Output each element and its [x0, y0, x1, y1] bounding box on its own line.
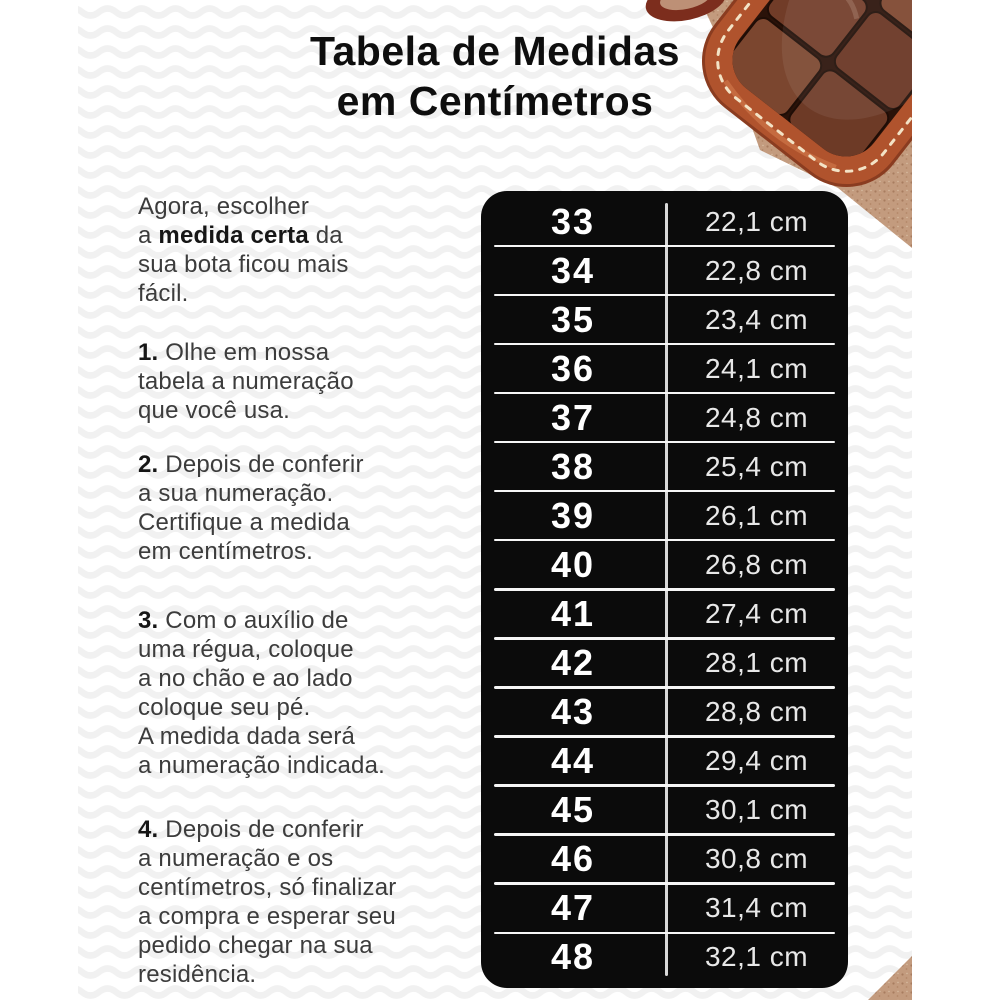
- table-row-43: 43 28,8 cm: [481, 688, 848, 738]
- cm-value: 22,1 cm: [704, 205, 809, 237]
- size-value: 47: [550, 887, 596, 929]
- size-table: 33 22,1 cm 34 22,8 cm 35 23,4 cm 36 24,1 cm …: [481, 191, 848, 988]
- size-value: 34: [550, 249, 596, 291]
- page-title-line1: Tabela de Medidas: [309, 28, 680, 74]
- step-3-text: Com o auxílio de uma régua, coloque a no…: [138, 607, 386, 779]
- table-row-47: 47 31,4 cm: [481, 884, 848, 935]
- table-row-40: 40 26,8 cm: [481, 540, 848, 591]
- step-3-paragraph: 3. Com o auxílio de uma régua, coloque a…: [138, 606, 468, 780]
- size-value: 42: [550, 642, 596, 684]
- size-value: 37: [550, 396, 596, 438]
- intro-text-bold: medida certa: [158, 222, 309, 249]
- cm-value: 22,8 cm: [704, 254, 809, 286]
- table-row-39: 39 26,1 cm: [481, 491, 848, 542]
- table-row-41: 41 27,4 cm: [481, 590, 848, 640]
- boot-heel-image: [645, 0, 727, 22]
- step-2-number: 2.: [138, 451, 159, 478]
- table-row-38: 38 25,4 cm: [481, 442, 848, 493]
- table-row-42: 42 28,1 cm: [481, 639, 848, 689]
- cm-value: 30,1 cm: [704, 794, 809, 826]
- size-value: 38: [550, 445, 596, 487]
- step-4-text: Depois de conferir a numeração e os cent…: [138, 816, 397, 988]
- intro-text-post: da sua bota ficou mais fácil.: [138, 222, 349, 307]
- step-2-paragraph: 2. Depois de conferir a sua numeração. C…: [138, 450, 468, 566]
- table-row-46: 46 30,8 cm: [481, 835, 848, 885]
- intro-text-pre: Agora, escolher a: [138, 193, 310, 249]
- step-3-number: 3.: [138, 607, 159, 634]
- step-1-paragraph: 1. Olhe em nossa tabela a numeração que …: [138, 338, 468, 425]
- cm-value: 28,8 cm: [704, 696, 809, 728]
- cm-value: 23,4 cm: [704, 303, 809, 335]
- size-value: 48: [550, 936, 596, 978]
- table-row-44: 44 29,4 cm: [481, 737, 848, 787]
- size-value: 44: [550, 740, 596, 782]
- table-row-33: 33 22,1 cm: [481, 197, 848, 248]
- leather-corner-image: [868, 956, 912, 1000]
- cm-value: 25,4 cm: [704, 450, 809, 482]
- size-value: 40: [550, 543, 596, 585]
- instructions-column: Agora, escolher a medida certa da sua bo…: [138, 192, 468, 989]
- size-value: 33: [550, 200, 596, 242]
- size-value: 35: [550, 298, 596, 340]
- cm-value: 28,1 cm: [704, 647, 809, 679]
- cm-value: 30,8 cm: [704, 843, 809, 875]
- cm-value: 24,8 cm: [704, 401, 809, 433]
- step-2-text: Depois de conferir a sua numeração. Cert…: [138, 451, 364, 565]
- table-row-45: 45 30,1 cm: [481, 786, 848, 836]
- size-value: 41: [550, 593, 596, 635]
- table-row-37: 37 24,8 cm: [481, 393, 848, 444]
- step-1-number: 1.: [138, 339, 159, 366]
- intro-paragraph: Agora, escolher a medida certa da sua bo…: [138, 192, 468, 308]
- cm-value: 32,1 cm: [704, 941, 809, 973]
- cm-value: 26,1 cm: [704, 499, 809, 531]
- size-value: 46: [550, 838, 596, 880]
- page-title-line2: em Centímetros: [336, 78, 654, 124]
- table-row-48: 48 32,1 cm: [481, 933, 848, 982]
- step-4-number: 4.: [138, 816, 159, 843]
- cm-value: 26,8 cm: [704, 548, 809, 580]
- size-value: 45: [550, 789, 596, 831]
- cm-value: 24,1 cm: [704, 352, 809, 384]
- table-row-36: 36 24,1 cm: [481, 344, 848, 395]
- cm-value: 29,4 cm: [704, 745, 809, 777]
- size-value: 43: [550, 691, 596, 733]
- table-row-35: 35 23,4 cm: [481, 295, 848, 346]
- page-title: Tabela de Medidas em Centímetros: [78, 26, 912, 126]
- step-1-text: Olhe em nossa tabela a numeração que voc…: [138, 339, 354, 424]
- cm-value: 31,4 cm: [704, 892, 809, 924]
- cm-value: 27,4 cm: [704, 598, 809, 630]
- step-4-paragraph: 4. Depois de conferir a numeração e os c…: [138, 815, 468, 989]
- size-value: 36: [550, 347, 596, 389]
- size-value: 39: [550, 494, 596, 536]
- table-row-34: 34 22,8 cm: [481, 246, 848, 297]
